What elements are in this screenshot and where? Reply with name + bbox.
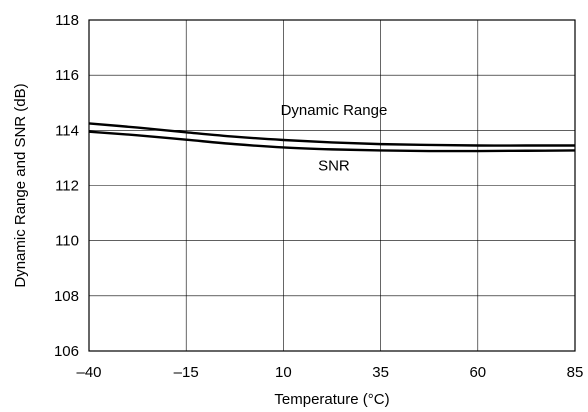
grid (89, 20, 575, 351)
curve-label-dynamic-range: Dynamic Range (281, 102, 388, 119)
x-tick-label: 35 (372, 364, 389, 381)
curve-label-snr: SNR (318, 157, 350, 174)
x-tick-labels: –40 –15 10 35 60 85 (76, 364, 583, 381)
x-axis-label: Temperature (°C) (274, 391, 389, 408)
series-line-snr (88, 130, 576, 153)
y-tick-label: 114 (55, 122, 79, 139)
y-tick-label: 118 (55, 12, 79, 29)
x-tick-label: –15 (174, 364, 199, 381)
y-tick-label: 110 (55, 233, 79, 250)
plot-frame (88, 19, 576, 352)
series-line-dynamic-range (88, 122, 575, 147)
x-tick-label: 10 (275, 364, 292, 381)
x-tick-label: 60 (469, 364, 486, 381)
curve-annotations: Dynamic Range SNR (281, 102, 388, 174)
x-tick-label: 85 (567, 364, 584, 381)
y-tick-label: 106 (54, 343, 79, 360)
y-axis-label: Dynamic Range and SNR (dB) (12, 83, 29, 287)
y-tick-label: 116 (55, 67, 79, 84)
y-tick-label: 112 (55, 178, 79, 195)
series-lines (88, 122, 576, 153)
y-tick-labels: 106 108 110 112 114 116 118 (54, 12, 79, 360)
x-tick-label: –40 (76, 364, 101, 381)
y-tick-label: 108 (54, 288, 79, 305)
